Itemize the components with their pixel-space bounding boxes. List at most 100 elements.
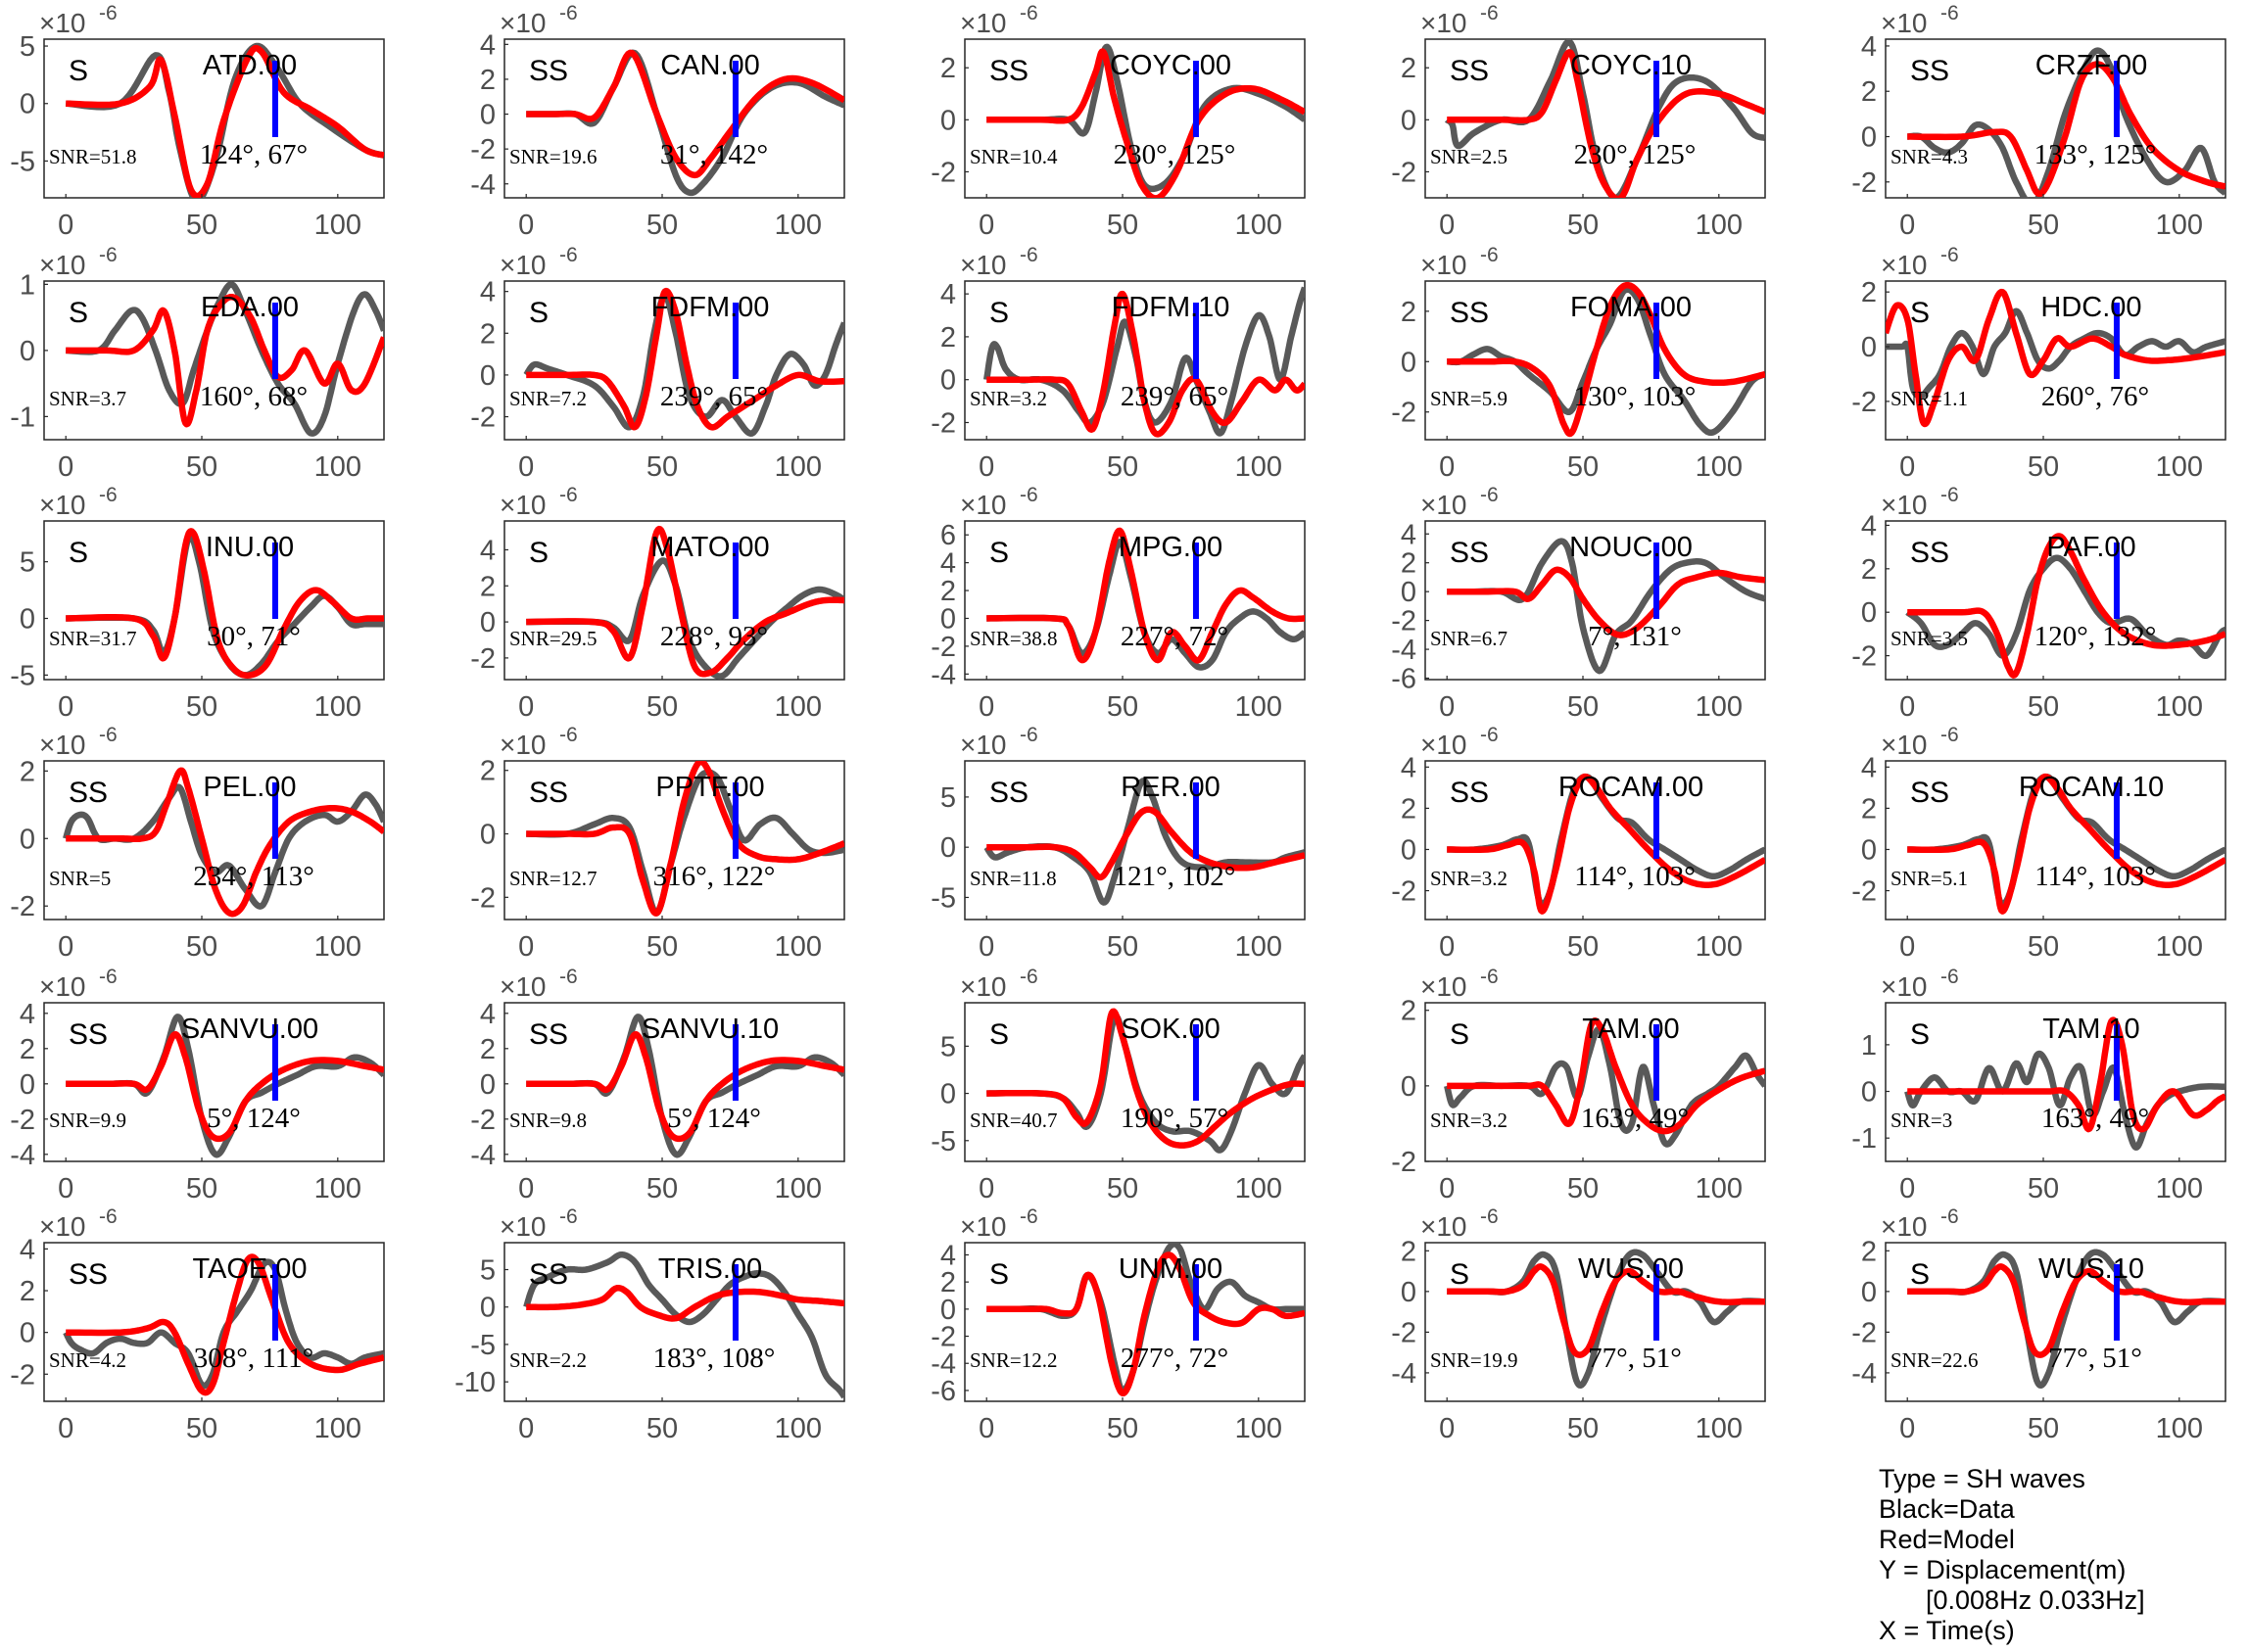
exponent-power: -6 bbox=[1940, 966, 1959, 988]
data-trace bbox=[1904, 47, 2225, 198]
x-tick-label: 50 bbox=[1567, 1173, 1599, 1204]
y-tick-label: -2 bbox=[470, 1105, 496, 1136]
snr-label: SNR=22.6 bbox=[1890, 1348, 1978, 1372]
snr-label: SNR=4.2 bbox=[49, 1348, 126, 1372]
legend-frequency-band-line: [0.008Hz 0.033Hz] bbox=[1926, 1585, 2145, 1615]
model-trace bbox=[1907, 1016, 2225, 1133]
phase-label: S bbox=[989, 1018, 1009, 1051]
y-tick-label: 2 bbox=[1401, 1236, 1416, 1267]
snr-label: SNR=5.1 bbox=[1890, 867, 1968, 890]
x-tick-label: 100 bbox=[1235, 931, 1282, 963]
panel-rocam-00: 0 50 100 -2 0 2 4×10 -6 SS ROCAM.00 SNR=3.2 114°, 1… bbox=[1391, 724, 1766, 963]
y-tick-label: 5 bbox=[940, 782, 956, 814]
y-tick-label: 2 bbox=[1401, 297, 1416, 328]
exponent-power: -6 bbox=[559, 2, 578, 24]
axes-frame bbox=[964, 760, 1306, 920]
x-tick-label: 50 bbox=[646, 1173, 678, 1204]
x-tick-label: 100 bbox=[1235, 691, 1282, 723]
x-tick-label: 100 bbox=[775, 931, 822, 963]
x-tick-label: 50 bbox=[186, 691, 217, 723]
x-tick-label: 0 bbox=[979, 451, 994, 483]
y-tick-label: 0 bbox=[20, 1069, 35, 1101]
station-label: PEL.00 bbox=[203, 772, 296, 803]
y-tick-label: -2 bbox=[1851, 167, 1877, 199]
angles-label: 239°, 65° bbox=[660, 381, 768, 412]
phase-label: SS bbox=[1910, 55, 1949, 87]
snr-label: SNR=12.2 bbox=[970, 1348, 1057, 1372]
x-tick-label: 0 bbox=[58, 210, 73, 241]
x-tick-label: 50 bbox=[2028, 451, 2059, 483]
y-tick-label: 5 bbox=[20, 31, 35, 63]
snr-label: SNR=3.2 bbox=[970, 387, 1047, 410]
snr-label: SNR=38.8 bbox=[970, 627, 1057, 650]
x-tick-label: 0 bbox=[1899, 451, 1915, 483]
y-tick-label: 2 bbox=[480, 571, 496, 602]
y-tick-label: 0 bbox=[1401, 1277, 1416, 1308]
model-trace bbox=[66, 767, 384, 918]
x-tick-label: 50 bbox=[1107, 210, 1138, 241]
exponent-label: ×10 bbox=[960, 490, 1007, 520]
y-tick-label: 4 bbox=[940, 1240, 956, 1271]
model-trace bbox=[1906, 1263, 2225, 1358]
x-tick-label: 0 bbox=[1439, 1413, 1455, 1444]
y-tick-label: 2 bbox=[1401, 548, 1416, 580]
x-tick-label: 50 bbox=[186, 1413, 217, 1444]
x-tick-label: 100 bbox=[775, 1173, 822, 1204]
y-tick-label: -2 bbox=[1851, 1317, 1877, 1348]
x-tick-label: 50 bbox=[2028, 691, 2059, 723]
angles-label: 160°, 68° bbox=[200, 381, 308, 412]
station-label: CAN.00 bbox=[660, 50, 760, 81]
phase-label: SS bbox=[989, 55, 1029, 87]
model-trace bbox=[1907, 533, 2225, 679]
axes-frame bbox=[1885, 520, 2226, 681]
model-trace bbox=[1446, 566, 1765, 638]
x-tick-label: 0 bbox=[1439, 451, 1455, 483]
station-label: SOK.00 bbox=[1121, 1014, 1220, 1045]
y-tick-label: 4 bbox=[1861, 752, 1877, 783]
model-trace bbox=[525, 1031, 844, 1143]
station-label: RER.00 bbox=[1121, 772, 1220, 803]
phase-label: S bbox=[1910, 1018, 1930, 1051]
x-tick-label: 100 bbox=[1696, 1173, 1743, 1204]
station-label: PPTF.00 bbox=[655, 772, 764, 803]
angles-label: 120°, 132° bbox=[2034, 621, 2157, 652]
station-label: TAM.00 bbox=[1582, 1014, 1679, 1045]
angles-label: 260°, 76° bbox=[2041, 381, 2149, 412]
y-tick-label: 4 bbox=[480, 277, 496, 308]
snr-label: SNR=3.5 bbox=[1890, 627, 1968, 650]
snr-label: SNR=5.9 bbox=[1430, 387, 1507, 410]
station-label: FDFM.00 bbox=[651, 292, 770, 323]
x-tick-label: 0 bbox=[1899, 210, 1915, 241]
model-trace bbox=[1447, 49, 1765, 198]
x-tick-label: 100 bbox=[314, 210, 361, 241]
snr-label: SNR=3 bbox=[1890, 1109, 1952, 1132]
y-tick-label: 2 bbox=[20, 1276, 35, 1307]
x-tick-label: 100 bbox=[1696, 1413, 1743, 1444]
model-trace bbox=[1906, 773, 2225, 915]
x-tick-label: 100 bbox=[775, 1413, 822, 1444]
panel-coyc-00: 0 50 100 -2 0 2×10 -6 SS COYC.00 SNR=10.4 230°, 12… bbox=[931, 2, 1306, 241]
axes-frame bbox=[1424, 520, 1766, 681]
exponent-label: ×10 bbox=[500, 730, 547, 760]
y-tick-label: 2 bbox=[940, 576, 956, 607]
exponent-label: ×10 bbox=[960, 8, 1007, 38]
x-tick-label: 0 bbox=[979, 691, 994, 723]
snr-label: SNR=9.8 bbox=[509, 1109, 587, 1132]
x-tick-label: 0 bbox=[1439, 931, 1455, 963]
panel-sanvu-00: 0 50 100 -4 -2 0 2 4×10 -6 SS SANVU.00 SNR=9.9 5°, 1… bbox=[10, 966, 385, 1204]
x-tick-label: 50 bbox=[2028, 931, 2059, 963]
x-tick-label: 50 bbox=[2028, 210, 2059, 241]
exponent-label: ×10 bbox=[500, 490, 547, 520]
panel-rer-00: 0 50 100 -5 0 5×10 -6 SS RER.00 SNR=11.8 121°, 102… bbox=[931, 724, 1306, 963]
y-tick-label: 0 bbox=[940, 105, 956, 136]
exponent-label: ×10 bbox=[960, 250, 1007, 280]
model-trace bbox=[65, 293, 384, 428]
y-tick-label: 0 bbox=[1861, 1277, 1877, 1308]
y-tick-label: 0 bbox=[940, 832, 956, 864]
exponent-label: ×10 bbox=[960, 971, 1007, 1002]
y-tick-label: 2 bbox=[940, 322, 956, 354]
exponent-power: -6 bbox=[1940, 244, 1959, 266]
model-trace bbox=[985, 1251, 1305, 1396]
y-tick-label: -2 bbox=[931, 1322, 956, 1353]
station-label: ROCAM.10 bbox=[2019, 772, 2164, 803]
